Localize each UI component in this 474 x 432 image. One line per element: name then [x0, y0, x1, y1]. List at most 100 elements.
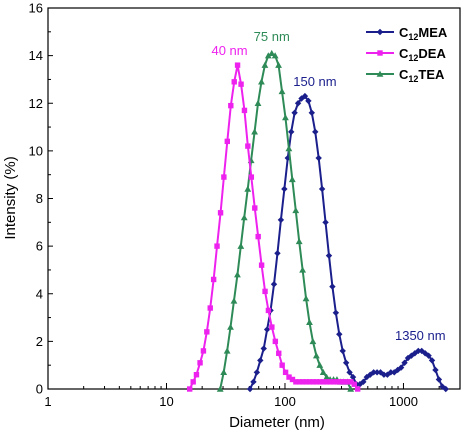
data-point: [274, 250, 281, 257]
data-point: [327, 379, 333, 385]
data-point: [258, 78, 265, 85]
data-point: [376, 28, 384, 36]
peak-annotation: 150 nm: [293, 74, 336, 89]
peak-annotation: 40 nm: [211, 43, 247, 58]
data-point: [306, 379, 313, 385]
data-point: [344, 379, 351, 385]
data-point: [214, 243, 220, 249]
data-point: [190, 379, 196, 385]
data-point: [300, 379, 306, 385]
data-point: [238, 81, 244, 87]
data-point: [234, 271, 241, 278]
data-point: [246, 385, 254, 393]
legend-item-c12dea: C12DEA: [366, 46, 446, 63]
data-point: [258, 262, 265, 268]
data-point: [425, 352, 432, 359]
data-point: [254, 99, 262, 106]
axes: 1 10 100 1000 0 2 4 6 8 10 12 14 16: [29, 1, 461, 409]
data-point: [301, 92, 309, 100]
data-point: [262, 288, 268, 295]
data-point: [316, 361, 324, 368]
y-tick-label: 12: [29, 96, 43, 111]
data-point: [336, 331, 343, 338]
data-point: [354, 386, 361, 392]
data-point: [346, 369, 353, 376]
data-point: [288, 176, 296, 183]
data-point: [342, 359, 350, 367]
data-point: [319, 368, 327, 376]
data-point: [248, 174, 255, 180]
data-point: [360, 378, 367, 386]
y-tick-label: 8: [36, 191, 43, 206]
data-point: [264, 52, 272, 59]
x-tick-label: 10: [159, 394, 173, 409]
data-point: [221, 174, 227, 180]
data-point: [197, 360, 203, 366]
series-c12mea: [246, 92, 449, 393]
y-tick-label: 6: [36, 239, 43, 254]
data-point: [415, 347, 422, 355]
x-tick-label: 1000: [389, 394, 418, 409]
data-point: [292, 207, 300, 214]
data-point: [318, 185, 326, 193]
legend-label: C12DEA: [399, 46, 446, 63]
data-point: [293, 379, 299, 385]
data-point: [351, 381, 357, 387]
data-point: [289, 376, 296, 383]
data-point: [276, 350, 282, 356]
data-point: [288, 128, 295, 136]
data-point: [282, 369, 289, 376]
data-point: [217, 210, 224, 216]
data-point: [317, 379, 323, 385]
data-point: [401, 359, 408, 367]
data-point: [204, 329, 210, 335]
data-point: [250, 378, 257, 386]
legend-item-c12tea: C12TEA: [366, 67, 445, 84]
data-point: [373, 369, 381, 376]
data-point: [220, 368, 228, 376]
data-point: [268, 49, 276, 56]
legend-label: C12MEA: [399, 25, 448, 42]
data-point: [435, 376, 443, 383]
data-point: [329, 283, 336, 290]
data-point: [334, 379, 340, 385]
data-point: [227, 323, 234, 330]
data-point: [228, 102, 234, 109]
annotation-layer: 40 nm 75 nm 150 nm 1350 nm: [211, 29, 445, 343]
data-point: [241, 107, 248, 114]
data-point: [282, 114, 289, 121]
data-point: [323, 373, 331, 380]
data-point: [310, 379, 316, 385]
data-point: [377, 50, 383, 56]
data-point: [252, 205, 258, 211]
data-point: [255, 233, 261, 240]
data-point: [275, 61, 282, 68]
data-point: [380, 371, 388, 378]
x-axis-title: Diameter (nm): [229, 414, 325, 431]
data-point: [294, 100, 302, 107]
data-point: [210, 276, 217, 283]
legend: C12MEA C12DEA C12TEA: [366, 25, 448, 84]
data-point: [187, 386, 193, 392]
peak-annotation: 1350 nm: [395, 328, 446, 343]
data-point: [348, 379, 354, 385]
y-tick-label: 10: [29, 143, 43, 158]
data-point: [253, 369, 261, 376]
data-point: [349, 373, 357, 381]
data-point: [341, 379, 347, 385]
data-point: [298, 95, 305, 102]
data-point: [245, 143, 251, 149]
data-point: [285, 145, 293, 152]
data-point: [207, 305, 213, 311]
data-point: [322, 219, 329, 226]
data-point: [271, 52, 279, 59]
data-point: [263, 326, 271, 333]
data-point: [295, 237, 303, 245]
data-point: [332, 309, 340, 316]
y-tick-label: 14: [29, 48, 43, 63]
data-point: [270, 281, 278, 288]
y-axis-title: Intensity (%): [2, 156, 19, 239]
data-point: [231, 79, 237, 85]
y-tick-label: 0: [36, 382, 43, 397]
y-tick-label: 2: [36, 334, 43, 349]
